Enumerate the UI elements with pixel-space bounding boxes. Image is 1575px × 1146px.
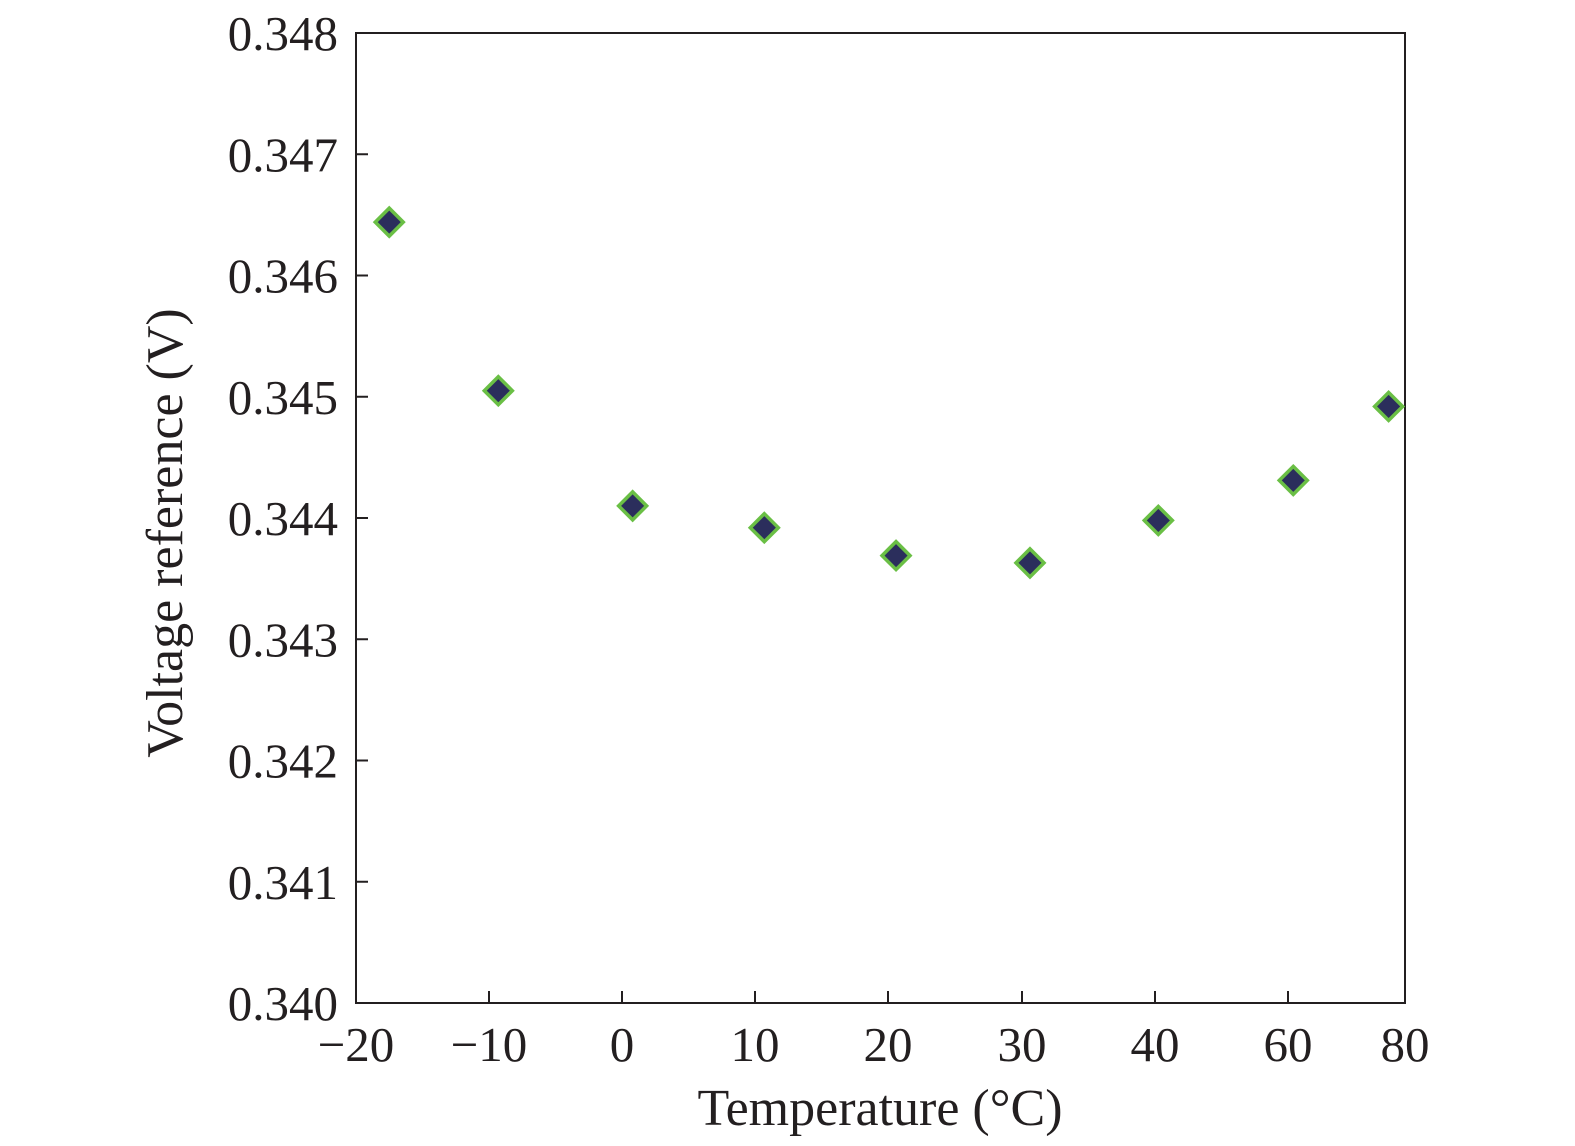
y-tick-label: 0.344 <box>228 491 338 546</box>
x-tick-label: 80 <box>1381 1017 1430 1072</box>
x-tick-label: 60 <box>1264 1017 1313 1072</box>
data-point <box>616 489 650 523</box>
data-point <box>747 511 781 545</box>
data-point <box>879 539 913 573</box>
data-point <box>1276 463 1310 497</box>
plot-frame <box>355 32 1406 1004</box>
y-tick-label: 0.345 <box>228 370 338 425</box>
y-tick-label: 0.348 <box>228 6 338 61</box>
x-axis-title: Temperature (°C) <box>697 1080 1062 1137</box>
x-tick-label: 30 <box>998 1017 1047 1072</box>
data-point <box>1372 389 1406 423</box>
data-point <box>1013 546 1047 580</box>
x-tick-label: 0 <box>610 1017 635 1072</box>
y-axis-title: Voltage reference (V) <box>137 308 194 757</box>
data-point <box>1141 503 1175 537</box>
x-tick-label: −10 <box>451 1017 528 1072</box>
y-tick-label: 0.341 <box>228 855 338 910</box>
data-point <box>372 205 406 239</box>
x-tick-label: 40 <box>1131 1017 1180 1072</box>
y-tick-label: 0.342 <box>228 734 338 789</box>
y-tick-label: 0.346 <box>228 249 338 304</box>
x-tick-label: −20 <box>318 1017 395 1072</box>
y-axis-ticks: 0.340 0.341 0.342 0.343 0.344 0.345 0.346 0.347… <box>228 6 368 1031</box>
y-tick-label: 0.340 <box>228 976 338 1031</box>
y-tick-label: 0.343 <box>228 612 338 667</box>
x-tick-label: 10 <box>731 1017 780 1072</box>
x-tick-label: 20 <box>864 1017 913 1072</box>
data-point <box>481 374 515 408</box>
data-points <box>372 205 1406 580</box>
x-axis-ticks: −20 −10 0 10 20 30 40 60 80 <box>318 991 1430 1072</box>
y-tick-label: 0.347 <box>228 127 338 182</box>
